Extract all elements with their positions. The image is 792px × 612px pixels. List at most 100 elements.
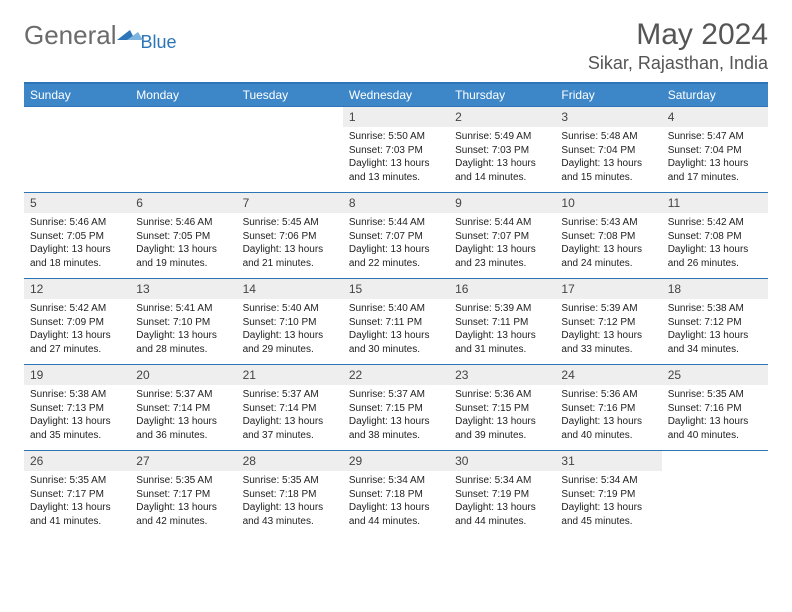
day-body: Sunrise: 5:46 AMSunset: 7:05 PMDaylight:… [130, 213, 236, 274]
day-body: Sunrise: 5:39 AMSunset: 7:11 PMDaylight:… [449, 299, 555, 360]
day-body: Sunrise: 5:35 AMSunset: 7:17 PMDaylight:… [130, 471, 236, 532]
day-body: Sunrise: 5:36 AMSunset: 7:16 PMDaylight:… [555, 385, 661, 446]
calendar-cell: 19Sunrise: 5:38 AMSunset: 7:13 PMDayligh… [24, 365, 130, 451]
calendar-cell: 31Sunrise: 5:34 AMSunset: 7:19 PMDayligh… [555, 451, 661, 537]
calendar-row: 12Sunrise: 5:42 AMSunset: 7:09 PMDayligh… [24, 279, 768, 365]
day-body: Sunrise: 5:44 AMSunset: 7:07 PMDaylight:… [449, 213, 555, 274]
calendar-cell: 11Sunrise: 5:42 AMSunset: 7:08 PMDayligh… [662, 193, 768, 279]
day-number: 28 [237, 451, 343, 471]
weekday-sunday: Sunday [24, 83, 130, 107]
calendar-cell: 30Sunrise: 5:34 AMSunset: 7:19 PMDayligh… [449, 451, 555, 537]
day-body: Sunrise: 5:50 AMSunset: 7:03 PMDaylight:… [343, 127, 449, 188]
location-text: Sikar, Rajasthan, India [588, 53, 768, 74]
calendar-cell: 18Sunrise: 5:38 AMSunset: 7:12 PMDayligh… [662, 279, 768, 365]
day-number: 25 [662, 365, 768, 385]
weekday-friday: Friday [555, 83, 661, 107]
calendar-cell: 5Sunrise: 5:46 AMSunset: 7:05 PMDaylight… [24, 193, 130, 279]
calendar-row: 5Sunrise: 5:46 AMSunset: 7:05 PMDaylight… [24, 193, 768, 279]
calendar-cell: 29Sunrise: 5:34 AMSunset: 7:18 PMDayligh… [343, 451, 449, 537]
day-number: 23 [449, 365, 555, 385]
day-number: 15 [343, 279, 449, 299]
weekday-row: SundayMondayTuesdayWednesdayThursdayFrid… [24, 83, 768, 107]
calendar-cell: 12Sunrise: 5:42 AMSunset: 7:09 PMDayligh… [24, 279, 130, 365]
title-block: May 2024 Sikar, Rajasthan, India [588, 18, 768, 74]
brand-logo: General Blue [24, 18, 177, 53]
day-number: 10 [555, 193, 661, 213]
day-number: 22 [343, 365, 449, 385]
calendar-cell: 9Sunrise: 5:44 AMSunset: 7:07 PMDaylight… [449, 193, 555, 279]
calendar-head: SundayMondayTuesdayWednesdayThursdayFrid… [24, 83, 768, 107]
day-number: 29 [343, 451, 449, 471]
calendar-cell: 24Sunrise: 5:36 AMSunset: 7:16 PMDayligh… [555, 365, 661, 451]
calendar-cell [662, 451, 768, 537]
day-body: Sunrise: 5:38 AMSunset: 7:13 PMDaylight:… [24, 385, 130, 446]
calendar-cell: 8Sunrise: 5:44 AMSunset: 7:07 PMDaylight… [343, 193, 449, 279]
day-number: 2 [449, 107, 555, 127]
day-body: Sunrise: 5:35 AMSunset: 7:17 PMDaylight:… [24, 471, 130, 532]
day-body: Sunrise: 5:43 AMSunset: 7:08 PMDaylight:… [555, 213, 661, 274]
day-number: 3 [555, 107, 661, 127]
weekday-tuesday: Tuesday [237, 83, 343, 107]
day-body: Sunrise: 5:46 AMSunset: 7:05 PMDaylight:… [24, 213, 130, 274]
calendar-cell: 10Sunrise: 5:43 AMSunset: 7:08 PMDayligh… [555, 193, 661, 279]
calendar-row: 19Sunrise: 5:38 AMSunset: 7:13 PMDayligh… [24, 365, 768, 451]
calendar-cell: 20Sunrise: 5:37 AMSunset: 7:14 PMDayligh… [130, 365, 236, 451]
day-number: 14 [237, 279, 343, 299]
day-number: 7 [237, 193, 343, 213]
day-body: Sunrise: 5:36 AMSunset: 7:15 PMDaylight:… [449, 385, 555, 446]
brand-shape-icon [117, 26, 143, 46]
day-body: Sunrise: 5:42 AMSunset: 7:08 PMDaylight:… [662, 213, 768, 274]
calendar-cell: 26Sunrise: 5:35 AMSunset: 7:17 PMDayligh… [24, 451, 130, 537]
day-body: Sunrise: 5:44 AMSunset: 7:07 PMDaylight:… [343, 213, 449, 274]
calendar-cell [24, 107, 130, 193]
day-body: Sunrise: 5:40 AMSunset: 7:10 PMDaylight:… [237, 299, 343, 360]
day-body: Sunrise: 5:37 AMSunset: 7:14 PMDaylight:… [130, 385, 236, 446]
day-body: Sunrise: 5:34 AMSunset: 7:19 PMDaylight:… [449, 471, 555, 532]
day-body: Sunrise: 5:45 AMSunset: 7:06 PMDaylight:… [237, 213, 343, 274]
day-body: Sunrise: 5:47 AMSunset: 7:04 PMDaylight:… [662, 127, 768, 188]
day-number: 20 [130, 365, 236, 385]
day-number: 21 [237, 365, 343, 385]
day-number: 16 [449, 279, 555, 299]
day-body: Sunrise: 5:41 AMSunset: 7:10 PMDaylight:… [130, 299, 236, 360]
weekday-thursday: Thursday [449, 83, 555, 107]
day-number: 19 [24, 365, 130, 385]
calendar-cell: 15Sunrise: 5:40 AMSunset: 7:11 PMDayligh… [343, 279, 449, 365]
day-body: Sunrise: 5:49 AMSunset: 7:03 PMDaylight:… [449, 127, 555, 188]
day-number: 30 [449, 451, 555, 471]
calendar-cell: 25Sunrise: 5:35 AMSunset: 7:16 PMDayligh… [662, 365, 768, 451]
day-number: 5 [24, 193, 130, 213]
day-number: 26 [24, 451, 130, 471]
calendar-cell: 13Sunrise: 5:41 AMSunset: 7:10 PMDayligh… [130, 279, 236, 365]
day-number: 18 [662, 279, 768, 299]
day-body: Sunrise: 5:40 AMSunset: 7:11 PMDaylight:… [343, 299, 449, 360]
day-number: 1 [343, 107, 449, 127]
day-number: 24 [555, 365, 661, 385]
calendar-body: 1Sunrise: 5:50 AMSunset: 7:03 PMDaylight… [24, 107, 768, 537]
day-body: Sunrise: 5:37 AMSunset: 7:15 PMDaylight:… [343, 385, 449, 446]
weekday-saturday: Saturday [662, 83, 768, 107]
day-body: Sunrise: 5:42 AMSunset: 7:09 PMDaylight:… [24, 299, 130, 360]
day-number: 9 [449, 193, 555, 213]
month-title: May 2024 [588, 18, 768, 51]
day-number: 11 [662, 193, 768, 213]
calendar-cell: 4Sunrise: 5:47 AMSunset: 7:04 PMDaylight… [662, 107, 768, 193]
calendar-table: SundayMondayTuesdayWednesdayThursdayFrid… [24, 82, 768, 537]
day-number: 17 [555, 279, 661, 299]
weekday-monday: Monday [130, 83, 236, 107]
day-number: 6 [130, 193, 236, 213]
calendar-cell [237, 107, 343, 193]
day-body: Sunrise: 5:37 AMSunset: 7:14 PMDaylight:… [237, 385, 343, 446]
day-body: Sunrise: 5:39 AMSunset: 7:12 PMDaylight:… [555, 299, 661, 360]
day-number: 31 [555, 451, 661, 471]
day-number: 27 [130, 451, 236, 471]
calendar-page: General Blue May 2024 Sikar, Rajasthan, … [0, 0, 792, 555]
calendar-cell: 27Sunrise: 5:35 AMSunset: 7:17 PMDayligh… [130, 451, 236, 537]
weekday-wednesday: Wednesday [343, 83, 449, 107]
day-body: Sunrise: 5:34 AMSunset: 7:19 PMDaylight:… [555, 471, 661, 532]
day-number: 13 [130, 279, 236, 299]
calendar-cell: 6Sunrise: 5:46 AMSunset: 7:05 PMDaylight… [130, 193, 236, 279]
day-body: Sunrise: 5:35 AMSunset: 7:18 PMDaylight:… [237, 471, 343, 532]
calendar-cell: 3Sunrise: 5:48 AMSunset: 7:04 PMDaylight… [555, 107, 661, 193]
calendar-row: 1Sunrise: 5:50 AMSunset: 7:03 PMDaylight… [24, 107, 768, 193]
